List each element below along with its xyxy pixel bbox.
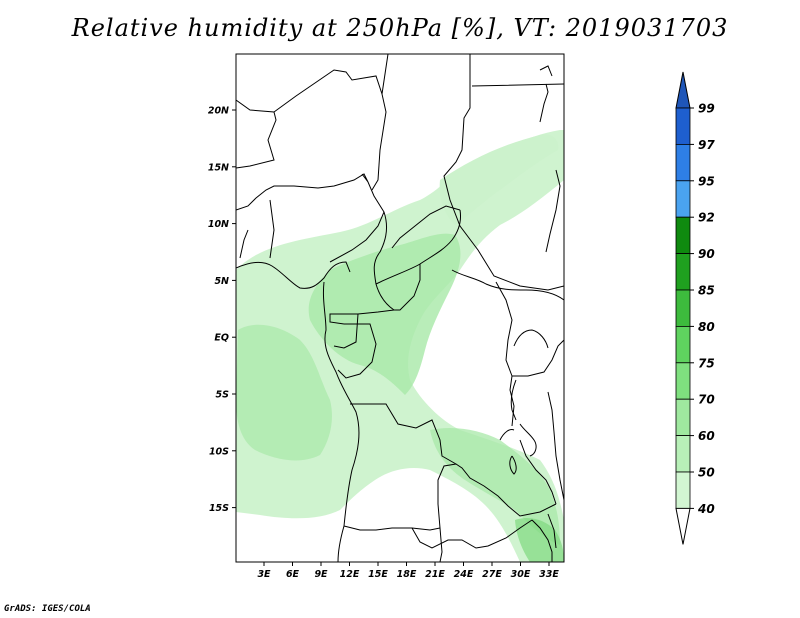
colorbar-swatch bbox=[675, 253, 691, 291]
lon-tick-label: 27E bbox=[482, 569, 502, 580]
colorbar-label: 99 bbox=[698, 102, 715, 116]
colorbar-swatch bbox=[675, 216, 691, 254]
colorbar-label: 75 bbox=[698, 356, 715, 370]
border-lines-north bbox=[236, 54, 564, 291]
lat-tick-label: 20N bbox=[208, 106, 229, 117]
colorbar-swatch bbox=[675, 398, 691, 437]
colorbar-swatch bbox=[675, 107, 691, 145]
lon-tick-label: 12E bbox=[340, 569, 360, 580]
border-lines-east bbox=[437, 269, 564, 562]
colorbar-swatch bbox=[675, 289, 691, 327]
lat-tick-label: 15N bbox=[208, 162, 229, 173]
colorbar-swatch bbox=[675, 362, 691, 400]
lon-tick-label: 15E bbox=[368, 569, 388, 580]
colorbar-label: 60 bbox=[698, 429, 715, 443]
colorbar-swatch bbox=[675, 325, 691, 364]
border-lines-west bbox=[236, 173, 385, 263]
grads-credit: GrADS: IGES/COLA bbox=[4, 604, 91, 614]
lat-tick-label: 15S bbox=[209, 503, 229, 514]
colorbar-label: 80 bbox=[698, 320, 715, 334]
coastline-west-africa bbox=[236, 261, 351, 289]
lat-tick-label: 5N bbox=[214, 276, 229, 287]
coastline-east-africa bbox=[539, 65, 564, 549]
lat-tick-label: EQ bbox=[214, 333, 229, 344]
lon-tick-label: 18E bbox=[397, 569, 417, 580]
lat-tick-label: 10N bbox=[208, 219, 229, 230]
colorbar-swatch bbox=[675, 435, 691, 473]
colorbar-label: 40 bbox=[697, 502, 715, 516]
lon-tick-label: 3E bbox=[257, 569, 271, 580]
lon-tick-label: 21E bbox=[425, 569, 445, 580]
colorbar-swatch bbox=[675, 180, 691, 218]
colorbar-label: 70 bbox=[698, 393, 715, 407]
humidity-area-north bbox=[439, 134, 559, 225]
colorbar-label: 95 bbox=[698, 174, 715, 188]
colorbar-label: 90 bbox=[698, 247, 715, 261]
lakes-east bbox=[499, 329, 549, 475]
longitude-axis: 3E 6E 9E 12E 15E 18E 21E 24E 27E 30E 33E bbox=[257, 562, 559, 580]
humidity-area-central bbox=[308, 233, 461, 395]
colorbar-label: 92 bbox=[698, 211, 715, 225]
colorbar-swatch bbox=[675, 471, 691, 509]
colorbar-label: 97 bbox=[698, 138, 715, 152]
map-title: Relative humidity at 250hPa [%], VT: 201… bbox=[71, 14, 729, 42]
humidity-area-south bbox=[430, 428, 560, 545]
lon-tick-label: 30E bbox=[511, 569, 531, 580]
lat-tick-label: 5S bbox=[216, 390, 230, 401]
lon-tick-label: 9E bbox=[314, 569, 328, 580]
colorbar: 99 97 95 92 90 85 80 75 70 60 50 40 bbox=[675, 71, 715, 545]
lon-tick-label: 24E bbox=[454, 569, 474, 580]
colorbar-label: 50 bbox=[698, 466, 715, 480]
latitude-axis: 20N 15N 10N 5N EQ 5S 10S 15S bbox=[208, 106, 236, 514]
humidity-area-ocean bbox=[236, 324, 332, 461]
border-lines-south bbox=[343, 403, 553, 562]
colorbar-swatch bbox=[675, 143, 691, 182]
lon-tick-label: 33E bbox=[539, 569, 559, 580]
border-lines-central bbox=[329, 205, 461, 379]
colorbar-top-arrow bbox=[675, 71, 691, 109]
humidity-shading bbox=[236, 130, 564, 562]
country-boundaries bbox=[236, 54, 564, 562]
lon-tick-label: 6E bbox=[286, 569, 300, 580]
map-panel: 20N 15N 10N 5N EQ 5S 10S 15S 3E 6E 9E 12E 15E 18E 21E… bbox=[208, 53, 565, 580]
map-frame bbox=[235, 53, 565, 563]
colorbar-label: 85 bbox=[698, 284, 715, 298]
lat-tick-label: 10S bbox=[209, 446, 229, 457]
colorbar-bottom-arrow bbox=[675, 507, 691, 545]
